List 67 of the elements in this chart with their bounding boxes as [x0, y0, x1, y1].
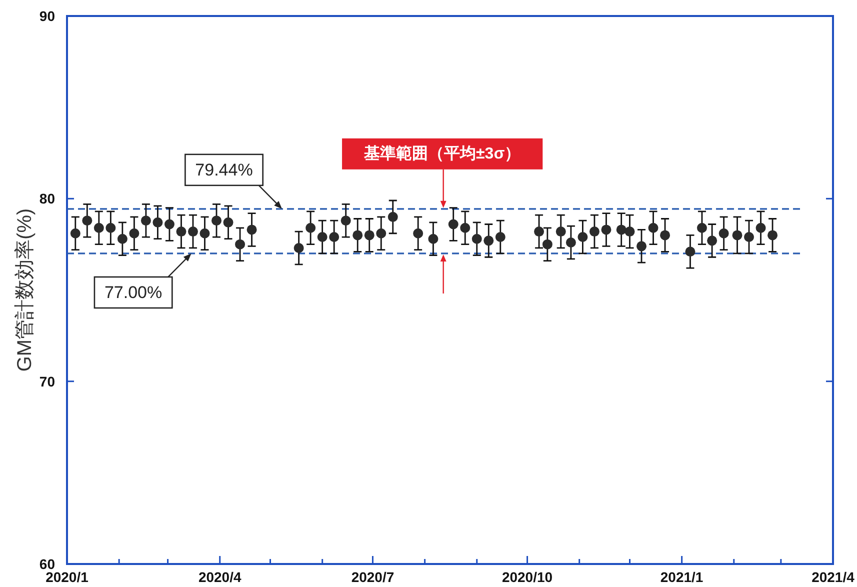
point [364, 230, 374, 240]
point [495, 232, 506, 242]
point [484, 236, 494, 246]
point [235, 239, 246, 250]
point [648, 222, 658, 233]
point [129, 228, 140, 238]
point [106, 222, 116, 233]
point [188, 226, 198, 237]
point [200, 228, 210, 238]
annotation: 77.00% [104, 282, 162, 302]
point [556, 226, 566, 237]
point [317, 232, 328, 242]
point [388, 212, 398, 222]
annotation: 79.44% [195, 160, 253, 180]
point [756, 222, 766, 233]
point [448, 219, 458, 230]
point [413, 228, 424, 238]
y-tick-label: 80 [39, 190, 56, 207]
point [212, 216, 222, 226]
point [94, 222, 104, 233]
point [685, 246, 696, 257]
point [616, 224, 626, 235]
point [472, 234, 482, 244]
point [306, 222, 316, 233]
point [542, 239, 552, 250]
point [352, 230, 363, 240]
annotation: 基準範囲（平均±3σ） [363, 144, 521, 162]
point [140, 216, 151, 226]
point [70, 228, 80, 238]
point [624, 226, 635, 237]
y-axis-title: GM管計数効率(%) [14, 208, 36, 372]
point [460, 222, 470, 233]
x-tick-label: 2021/1 [660, 569, 704, 585]
x-tick-label: 2020/7 [351, 569, 394, 585]
point [732, 230, 742, 240]
point [566, 238, 576, 248]
point [329, 232, 340, 242]
point [82, 216, 92, 226]
point [660, 230, 670, 240]
point [578, 232, 588, 242]
x-tick-label: 2021/4 [812, 569, 855, 585]
point [707, 236, 718, 246]
point [696, 222, 707, 233]
x-tick-label: 2020/4 [198, 569, 242, 585]
y-tick-label: 70 [39, 373, 56, 390]
point [340, 216, 351, 226]
y-tick-label: 90 [39, 8, 56, 24]
point [152, 217, 163, 228]
point [589, 226, 600, 237]
point [246, 224, 257, 235]
point [744, 232, 754, 242]
x-tick-label: 2020/10 [502, 569, 553, 585]
point [164, 219, 174, 230]
point [718, 228, 729, 238]
x-tick-label: 2020/1 [46, 569, 89, 585]
point [636, 241, 646, 252]
y-tick-label: 60 [39, 556, 56, 572]
banner: 基準範囲（平均±3σ） [342, 138, 543, 170]
point [223, 217, 234, 228]
point [294, 242, 304, 253]
point [117, 234, 128, 244]
point [376, 228, 386, 238]
point [768, 230, 778, 240]
point [534, 226, 544, 237]
point [601, 224, 612, 235]
point [428, 234, 438, 244]
point [176, 226, 186, 237]
